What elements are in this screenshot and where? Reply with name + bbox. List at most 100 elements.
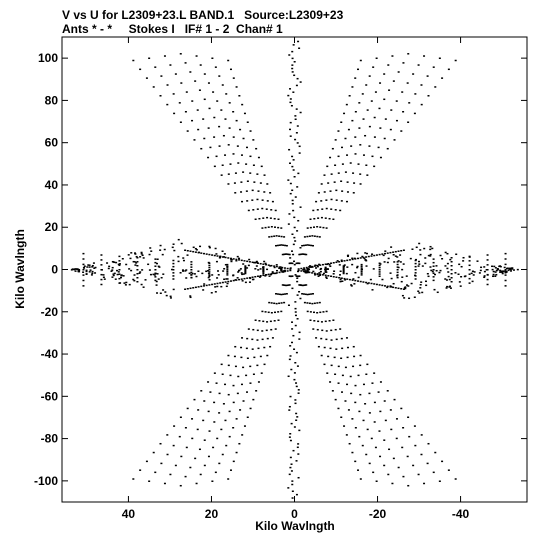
- uv-point: [334, 373, 337, 376]
- uv-point: [319, 274, 322, 276]
- uv-point: [351, 86, 354, 88]
- uv-point: [112, 274, 115, 277]
- uv-point: [352, 172, 355, 174]
- uv-point: [329, 265, 332, 268]
- uv-point: [394, 287, 397, 289]
- uv-point: [295, 262, 298, 265]
- uv-point: [203, 73, 206, 75]
- uv-point: [71, 268, 74, 270]
- uv-point: [136, 269, 139, 271]
- uv-point: [249, 172, 252, 174]
- uv-point: [362, 256, 365, 259]
- uv-point: [118, 277, 121, 280]
- uv-point: [332, 319, 335, 321]
- uv-point: [501, 270, 504, 272]
- uv-point: [325, 330, 328, 332]
- uv-point: [339, 209, 342, 212]
- uv-point: [378, 430, 381, 432]
- uv-point: [203, 98, 206, 101]
- uv-point: [393, 398, 396, 401]
- uv-point: [246, 277, 249, 279]
- uv-point: [346, 259, 349, 262]
- uv-point: [132, 478, 135, 480]
- uv-point: [423, 55, 426, 57]
- uv-point: [458, 281, 461, 283]
- uv-point: [91, 272, 94, 275]
- uv-point: [495, 273, 498, 276]
- uv-point: [270, 235, 273, 238]
- uv-point: [139, 469, 142, 471]
- uv-point: [359, 393, 362, 396]
- uv-point: [401, 446, 404, 449]
- uv-point: [281, 271, 284, 273]
- uv-point: [247, 328, 250, 330]
- uv-point: [323, 363, 326, 366]
- uv-point: [337, 172, 340, 174]
- uv-point: [297, 476, 300, 479]
- uv-point: [196, 109, 199, 111]
- uv-point: [405, 275, 408, 277]
- uv-point: [294, 115, 297, 117]
- uv-point: [244, 281, 247, 284]
- uv-point: [361, 268, 364, 271]
- uv-point: [159, 442, 162, 445]
- uv-point: [371, 253, 374, 255]
- uv-point: [396, 274, 399, 277]
- uv-point: [244, 270, 247, 272]
- uv-point: [337, 382, 340, 384]
- uv-point: [320, 321, 323, 323]
- uv-point: [154, 471, 157, 474]
- uv-point: [306, 244, 309, 246]
- uv-point: [181, 269, 184, 271]
- uv-point: [337, 407, 340, 410]
- uv-point: [480, 266, 483, 269]
- uv-point: [509, 268, 512, 271]
- uv-point: [263, 363, 266, 366]
- uv-point: [273, 217, 276, 220]
- uv-point: [100, 269, 103, 271]
- uv-point: [270, 225, 273, 228]
- uv-point: [426, 273, 429, 275]
- uv-point: [271, 272, 274, 274]
- uv-point: [327, 275, 330, 277]
- uv-point: [292, 44, 295, 46]
- uv-point: [399, 261, 402, 263]
- uv-point: [373, 254, 376, 257]
- uv-point: [185, 277, 188, 279]
- uv-point: [298, 47, 301, 49]
- uv-point: [235, 119, 238, 122]
- uv-point: [138, 272, 141, 274]
- uv-point: [381, 253, 384, 255]
- chart-title: V vs U for L2309+23.L BAND.1 Source:L230…: [62, 8, 344, 22]
- uv-point: [222, 270, 225, 272]
- uv-point: [320, 354, 323, 357]
- uv-point: [299, 297, 302, 300]
- uv-point: [293, 74, 296, 77]
- uv-point: [253, 261, 256, 264]
- uv-point: [297, 453, 300, 455]
- uv-point: [400, 249, 403, 252]
- uv-point: [172, 278, 175, 280]
- uv-point: [218, 462, 221, 465]
- uv-point: [313, 302, 316, 305]
- uv-point: [446, 252, 449, 255]
- uv-point: [94, 272, 97, 274]
- uv-point: [299, 253, 302, 256]
- uv-point: [286, 267, 289, 270]
- uv-point: [189, 287, 192, 290]
- uv-point: [296, 230, 299, 232]
- uv-point: [268, 301, 271, 304]
- uv-point: [265, 208, 268, 210]
- uv-point: [340, 416, 343, 419]
- uv-point: [256, 198, 259, 201]
- uv-point: [423, 247, 426, 250]
- uv-point: [156, 258, 159, 261]
- uv-point: [134, 252, 137, 254]
- uv-point: [202, 252, 205, 255]
- uv-point: [406, 82, 409, 84]
- uv-point: [172, 259, 175, 262]
- uv-point: [266, 200, 269, 202]
- uv-point: [354, 401, 357, 404]
- uv-point: [155, 284, 158, 286]
- uv-point: [310, 293, 313, 295]
